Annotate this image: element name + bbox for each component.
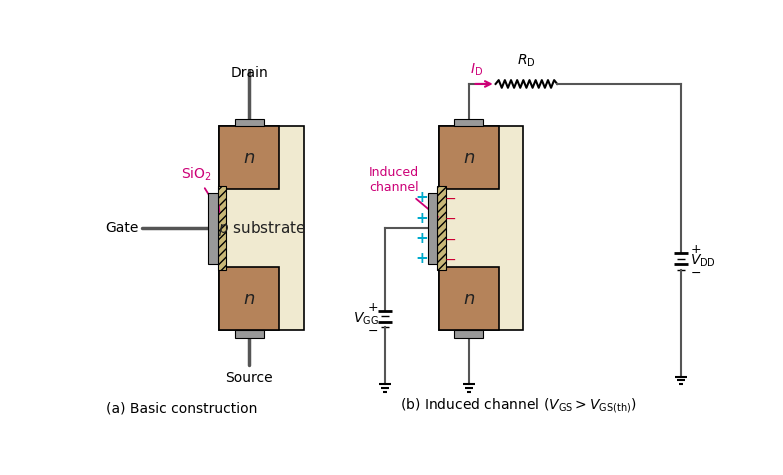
Text: $R_{\mathrm{D}}$: $R_{\mathrm{D}}$	[517, 52, 536, 68]
Text: $n$: $n$	[463, 290, 474, 308]
Text: $-$: $-$	[444, 191, 456, 205]
Text: $n$: $n$	[243, 149, 255, 167]
Bar	[428, 192, 437, 264]
Bar	[208, 192, 218, 264]
Text: $-$: $-$	[367, 324, 378, 337]
Bar	[454, 330, 483, 338]
Text: +: +	[415, 231, 428, 246]
Text: +: +	[415, 251, 428, 266]
Text: $-$: $-$	[444, 231, 456, 246]
Text: $I_{\mathrm{D}}$: $I_{\mathrm{D}}$	[471, 61, 483, 78]
Text: $\mathsf{SiO_2}$: $\mathsf{SiO_2}$	[181, 166, 219, 212]
Bar	[438, 267, 499, 330]
Text: +: +	[415, 211, 428, 226]
Text: Source: Source	[226, 371, 273, 385]
Bar	[219, 126, 280, 190]
Text: (a) Basic construction: (a) Basic construction	[106, 401, 258, 415]
Text: (b) Induced channel ($V_{\mathrm{GS}} > V_{\mathrm{GS(th)}}$): (b) Induced channel ($V_{\mathrm{GS}} > …	[400, 396, 637, 415]
Bar	[235, 330, 264, 338]
Text: +: +	[691, 243, 701, 256]
Text: $-$: $-$	[444, 211, 456, 225]
Text: Drain: Drain	[230, 66, 268, 80]
Text: +: +	[368, 301, 378, 314]
Bar	[454, 119, 483, 126]
Text: $n$: $n$	[463, 149, 474, 167]
Text: $n$: $n$	[243, 290, 255, 308]
Text: $-$: $-$	[444, 252, 456, 266]
Bar	[219, 126, 304, 330]
Text: $p$ substrate: $p$ substrate	[218, 219, 305, 238]
Text: +: +	[415, 190, 428, 205]
Text: Induced
channel: Induced channel	[369, 166, 438, 217]
Bar	[437, 186, 446, 270]
Bar	[438, 126, 499, 190]
Bar	[235, 119, 264, 126]
Bar	[438, 126, 523, 330]
Text: $V_{\mathrm{DD}}$: $V_{\mathrm{DD}}$	[691, 253, 716, 269]
Bar	[219, 267, 280, 330]
Text: Gate: Gate	[106, 221, 139, 235]
Text: $-$: $-$	[691, 266, 702, 279]
Bar	[218, 186, 226, 270]
Text: $V_{\mathrm{GG}}$: $V_{\mathrm{GG}}$	[353, 311, 378, 327]
